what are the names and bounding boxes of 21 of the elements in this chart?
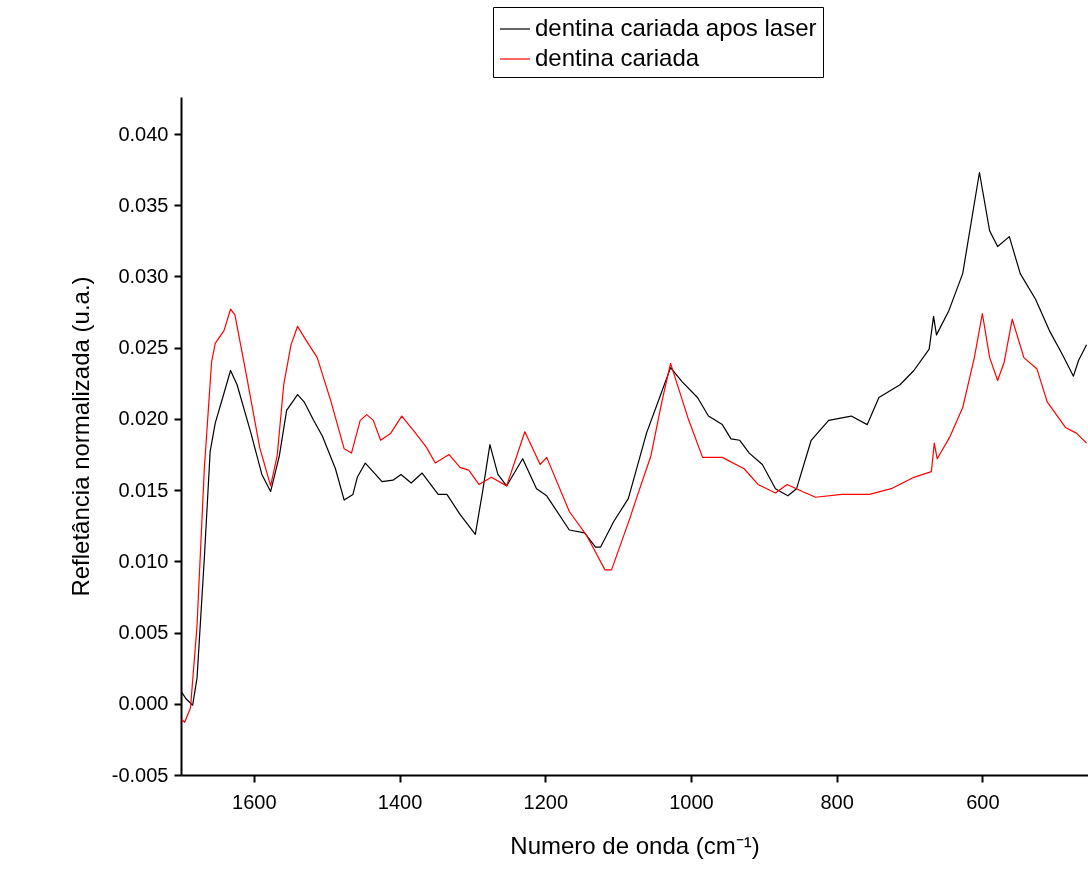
x-tick-label: 1200: [523, 790, 569, 813]
y-tick-label: 0.020: [118, 407, 169, 430]
y-tick-label: 0.010: [118, 549, 169, 572]
y-tick-label: 0.000: [118, 692, 169, 715]
line-series: [181, 308, 1088, 723]
x-tick-label: 600: [966, 790, 1000, 813]
x-tick-label: 1600: [232, 790, 277, 813]
y-tick-label: 0.035: [118, 193, 169, 216]
y-tick-label: 0.025: [118, 336, 169, 359]
legend-label: dentina cariada apos laser: [535, 14, 817, 41]
legend-label: dentina cariada: [535, 44, 700, 71]
x-tick-label: 1400: [377, 790, 423, 813]
y-axis-title: Refletância normalizada (u.a.): [66, 276, 94, 597]
y-tick-label: 0.030: [118, 264, 169, 287]
x-axis-title: Numero de onda (cm⁻¹): [510, 831, 760, 859]
x-tick-label: 800: [820, 790, 854, 813]
y-tick-label: -0.005: [111, 763, 169, 786]
y-tick-label: 0.040: [118, 122, 169, 145]
x-tick-label: 1000: [669, 790, 714, 813]
y-tick-label: 0.005: [118, 621, 169, 644]
y-tick-label: 0.015: [118, 478, 169, 501]
